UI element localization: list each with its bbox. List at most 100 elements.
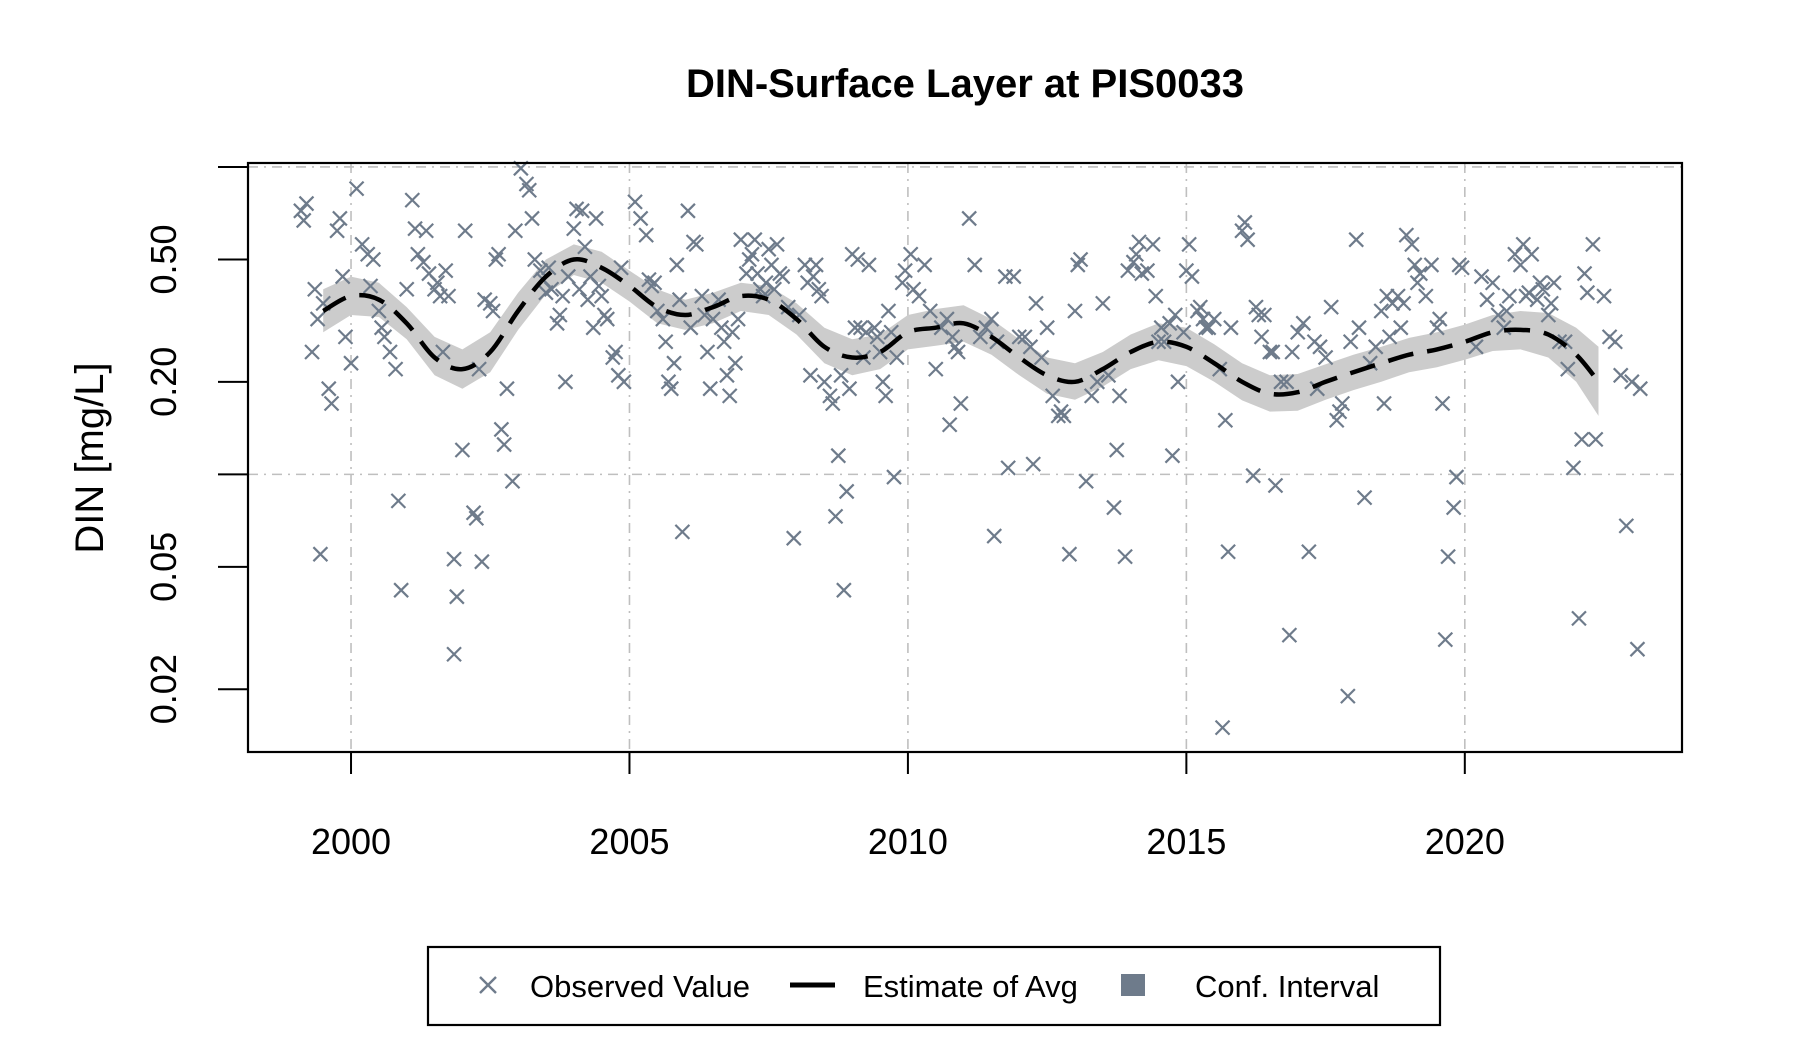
observed-point bbox=[1128, 246, 1145, 263]
legend-marker-ci bbox=[1121, 974, 1145, 996]
observed-point-stroke bbox=[418, 222, 434, 239]
observed-point-stroke bbox=[1532, 274, 1548, 291]
observed-point bbox=[429, 274, 446, 291]
observed-point bbox=[758, 274, 774, 291]
x-tick-label-2020: 2020 bbox=[1425, 821, 1505, 862]
observed-point-stroke bbox=[518, 176, 535, 192]
observed-point-stroke bbox=[694, 288, 710, 304]
observed-point-stroke bbox=[1239, 231, 1256, 248]
observed-point bbox=[719, 367, 735, 384]
observed-point-stroke bbox=[315, 295, 331, 312]
observed-point bbox=[376, 329, 393, 345]
observed-point bbox=[1406, 257, 1423, 273]
observed-point-stroke bbox=[1284, 344, 1300, 360]
observed-point bbox=[387, 361, 404, 377]
observed-point bbox=[1395, 295, 1412, 312]
observed-point-stroke bbox=[1192, 299, 1209, 315]
observed-point-stroke bbox=[1406, 257, 1423, 273]
observed-point bbox=[616, 374, 632, 390]
observed-point bbox=[850, 251, 866, 268]
observed-point bbox=[1473, 268, 1490, 285]
observed-point bbox=[1534, 281, 1551, 298]
observed-point bbox=[485, 303, 501, 319]
observed-point bbox=[674, 524, 691, 540]
observed-point bbox=[1017, 329, 1033, 345]
observed-point bbox=[334, 268, 351, 285]
observed-point-stroke bbox=[1585, 236, 1601, 253]
observed-point bbox=[365, 251, 382, 268]
y-tick-label-0.02: 0.02 bbox=[143, 654, 184, 724]
observed-point-stroke bbox=[1607, 333, 1623, 350]
observed-point-stroke bbox=[295, 212, 312, 229]
observed-point-stroke bbox=[454, 442, 471, 458]
observed-point-stroke bbox=[1214, 719, 1231, 736]
observed-point bbox=[902, 246, 919, 263]
observed-point-stroke bbox=[1515, 236, 1532, 253]
observed-point-stroke bbox=[552, 307, 568, 323]
observed-point bbox=[1147, 288, 1164, 304]
observed-point-stroke bbox=[780, 299, 796, 315]
observed-point bbox=[393, 582, 409, 598]
observed-point-stroke bbox=[585, 319, 602, 336]
observed-point-stroke bbox=[446, 551, 462, 567]
observed-point-stroke bbox=[465, 505, 482, 521]
observed-point bbox=[1150, 333, 1167, 350]
observed-point-stroke bbox=[1022, 339, 1039, 355]
observed-point-stroke bbox=[613, 259, 629, 276]
observed-point-stroke bbox=[1543, 295, 1559, 312]
observed-point-stroke bbox=[1409, 274, 1426, 291]
observed-point-stroke bbox=[671, 291, 688, 308]
observed-point-stroke bbox=[410, 246, 426, 263]
observed-point-stroke bbox=[1351, 319, 1367, 336]
observed-point bbox=[1083, 388, 1100, 404]
observed-point bbox=[1111, 388, 1128, 404]
observed-point-stroke bbox=[1161, 315, 1178, 332]
observed-point bbox=[741, 251, 757, 268]
observed-point-stroke bbox=[1108, 442, 1125, 458]
observed-point-stroke bbox=[1356, 489, 1373, 506]
observed-point-stroke bbox=[485, 303, 501, 319]
observed-point-stroke bbox=[894, 274, 911, 291]
observed-point-stroke bbox=[362, 278, 379, 294]
observed-point-stroke bbox=[702, 380, 718, 397]
observed-point-stroke bbox=[682, 319, 699, 336]
observed-point-stroke bbox=[1061, 546, 1078, 562]
observed-point-stroke bbox=[1317, 349, 1334, 366]
observed-point bbox=[627, 194, 643, 210]
observed-point bbox=[554, 288, 571, 304]
observed-point bbox=[1557, 333, 1573, 350]
observed-point bbox=[1072, 251, 1089, 268]
observed-point-stroke bbox=[1468, 339, 1484, 355]
observed-point-stroke bbox=[1342, 333, 1359, 350]
observed-point bbox=[638, 227, 654, 243]
observed-point-stroke bbox=[1145, 236, 1161, 253]
legend-label-observed: Observed Value bbox=[530, 969, 750, 1004]
observed-point-stroke bbox=[808, 257, 824, 273]
observed-point bbox=[1195, 311, 1211, 327]
observed-point bbox=[953, 395, 969, 412]
observed-point-stroke bbox=[655, 311, 671, 327]
observed-point bbox=[1323, 299, 1339, 315]
observed-point bbox=[488, 251, 504, 268]
observed-point-stroke bbox=[883, 324, 899, 340]
observed-point bbox=[1214, 719, 1231, 736]
observed-point-stroke bbox=[1164, 447, 1181, 464]
observed-point bbox=[1067, 303, 1083, 319]
observed-point bbox=[390, 493, 407, 509]
observed-point-stroke bbox=[309, 311, 326, 327]
observed-point-stroke bbox=[1484, 274, 1501, 291]
x-tick-label-2000: 2000 bbox=[311, 821, 391, 862]
observed-point-stroke bbox=[440, 288, 457, 304]
observed-point-stroke bbox=[1328, 412, 1345, 429]
observed-point-stroke bbox=[847, 319, 863, 336]
observed-point-stroke bbox=[785, 530, 802, 546]
observed-point bbox=[780, 299, 796, 315]
observed-point bbox=[574, 203, 590, 219]
observed-point bbox=[1490, 307, 1507, 323]
observed-point bbox=[774, 268, 791, 285]
observed-point bbox=[1340, 688, 1356, 704]
observed-point-stroke bbox=[733, 231, 749, 248]
observed-point bbox=[1529, 291, 1545, 308]
observed-point-stroke bbox=[493, 421, 510, 438]
